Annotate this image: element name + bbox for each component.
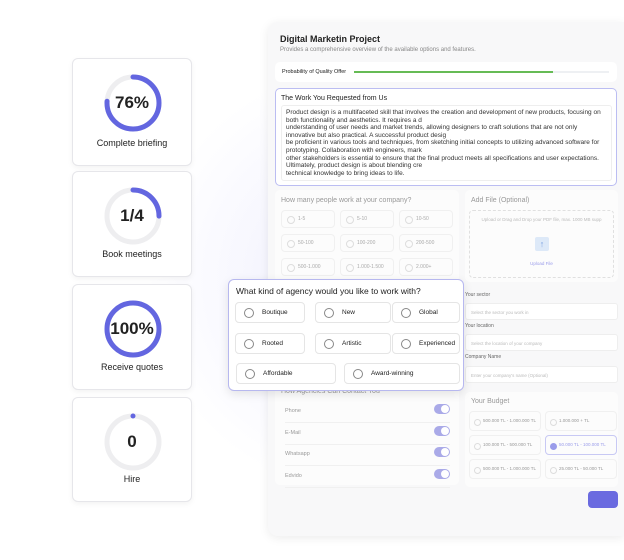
contact-label: E-Mail: [285, 429, 301, 436]
text-line: Product design is a multifaceted skill t…: [286, 109, 601, 124]
agency-option[interactable]: Rooted: [235, 333, 305, 354]
people-option[interactable]: 50-100: [281, 234, 335, 252]
progress-ring: [104, 74, 162, 132]
stat-label: Hire: [123, 474, 141, 484]
stat-value: 76%: [114, 93, 150, 112]
people-option[interactable]: 1.000-1.500: [340, 258, 394, 276]
contact-title: How Agencies Can Contact You: [281, 388, 380, 395]
progress-label: Probability of Quality Offer: [282, 69, 347, 75]
people-section: How many people work at your company? 1-…: [275, 190, 459, 282]
stat-card: 100% Receive quotes: [72, 284, 192, 390]
stat-value: 100%: [110, 319, 154, 338]
location-select[interactable]: Select the location of your company: [465, 334, 618, 351]
upload-file-link[interactable]: Upload File: [530, 261, 553, 266]
company-label: Company Name: [465, 354, 502, 360]
contact-row: Phone: [285, 402, 450, 423]
company-name-input[interactable]: Enter your company's name (Optional): [465, 366, 618, 383]
stat-card: 76% Complete briefing: [72, 58, 192, 166]
stat-card: 1/4 Book meetings: [72, 171, 192, 277]
budget-option-label: 500.000 TL - 1.000.000 TL: [483, 418, 536, 424]
people-option[interactable]: 500-1.000: [281, 258, 335, 276]
work-title: The Work You Requested from Us: [281, 95, 388, 102]
contact-toggle[interactable]: [434, 468, 450, 479]
contact-toggle[interactable]: [434, 404, 450, 414]
people-option[interactable]: 10-50: [399, 210, 453, 228]
stat-card: 0 Hire: [72, 397, 192, 502]
page-title: Digital Marketin Project: [280, 34, 381, 44]
stat-label: Receive quotes: [100, 362, 164, 372]
budget-option[interactable]: 25.000 TL - 50.000 TL: [545, 459, 617, 479]
contact-row: Edvido: [285, 467, 450, 488]
progress-ring-arc: [104, 187, 162, 245]
people-option[interactable]: 5-10: [340, 210, 394, 228]
progress-ring: [104, 187, 162, 245]
file-title: Add File (Optional): [471, 197, 530, 204]
stat-label: Complete briefing: [96, 138, 168, 148]
contact-toggle[interactable]: [434, 447, 450, 457]
file-upload-icon: ↑: [535, 237, 549, 251]
page-subtitle: Provides a comprehensive overview of the…: [280, 47, 476, 53]
sector-select[interactable]: Select the sector you work in: [465, 303, 618, 320]
sector-label: Your sector: [465, 292, 491, 298]
work-description[interactable]: Product design is a multifaceted skill t…: [281, 105, 612, 182]
stat-value: 0: [127, 432, 137, 451]
submit-button[interactable]: [588, 491, 618, 508]
contact-label: Whatsapp: [285, 451, 310, 457]
stat-label: Book meetings: [102, 249, 162, 259]
people-option[interactable]: 100-200: [340, 234, 394, 252]
work-request-box: The Work You Requested from Us Product d…: [275, 88, 617, 186]
dropzone[interactable]: Upload or Drag and Drop your PDF file, m…: [469, 210, 614, 278]
progress-ring: [104, 413, 162, 471]
location-label: Your location: [465, 323, 494, 329]
budget-option[interactable]: 500.000 TL - 1.000.000 TL: [469, 459, 541, 479]
budget-option-label: 50.000 TL - 100.000 TL: [559, 442, 606, 448]
budget-option[interactable]: 1.000.000 + TL: [545, 411, 617, 431]
budget-option[interactable]: 500.000 TL - 1.000.000 TL: [469, 411, 541, 431]
contact-toggle[interactable]: [434, 425, 450, 436]
progress-ring-arc: [104, 300, 162, 358]
file-section: Add File (Optional) Upload or Drag and D…: [465, 190, 618, 282]
text-line: be proficient in various tools and techn…: [286, 139, 600, 154]
agency-option[interactable]: Affordable: [236, 363, 336, 384]
budget-title: Your Budget: [471, 398, 510, 405]
progress-ring-arc: [104, 74, 162, 132]
budget-option-label: 25.000 TL - 50.000 TL: [559, 466, 604, 472]
budget-section: Your Budget 500.000 TL - 1.000.000 TL 1.0…: [465, 392, 618, 487]
budget-option-label: 100.000 TL - 500.000 TL: [483, 442, 533, 448]
people-option[interactable]: 200-500: [399, 234, 453, 252]
contact-row: E-Mail: [285, 424, 450, 445]
budget-option-label: 1.000.000 + TL: [559, 418, 590, 424]
progress-ring-arc: [104, 413, 162, 471]
progress-fill: [354, 71, 553, 73]
agency-type-popup: What kind of agency would you like to wo…: [228, 279, 464, 391]
budget-option[interactable]: 50.000 TL - 100.000 TL: [545, 435, 617, 455]
budget-option-label: 500.000 TL - 1.000.000 TL: [483, 466, 536, 472]
text-line: technical knowledge to bring ideas to li…: [286, 169, 405, 177]
agency-option[interactable]: Global: [392, 302, 460, 323]
contact-label: Phone: [285, 408, 301, 414]
agency-option[interactable]: Award-winning: [344, 363, 460, 384]
contact-row: Whatsapp: [285, 445, 450, 466]
agency-option[interactable]: Experienced: [392, 333, 460, 354]
text-line: other stakeholders is essential to ensur…: [286, 154, 599, 170]
progress-ring: [104, 300, 162, 358]
agency-question: What kind of agency would you like to wo…: [236, 286, 421, 296]
quality-progress: Probability of Quality Offer: [275, 62, 617, 82]
people-option[interactable]: 1-5: [281, 210, 335, 228]
file-hint: Upload or Drag and Drop your PDF file, m…: [481, 217, 602, 222]
contact-section: How Agencies Can Contact You Phone E-Mail…: [275, 382, 459, 488]
people-title: How many people work at your company?: [281, 197, 412, 204]
agency-option[interactable]: Artistic: [315, 333, 391, 354]
people-option[interactable]: 2.000+: [399, 258, 453, 276]
agency-option[interactable]: Boutique: [235, 302, 305, 323]
budget-option[interactable]: 100.000 TL - 500.000 TL: [469, 435, 541, 455]
agency-option[interactable]: New: [315, 302, 391, 323]
text-line: understanding of user needs and market t…: [286, 124, 578, 139]
progress-track: [354, 71, 609, 73]
contact-label: Edvido: [285, 472, 302, 479]
stat-value: 1/4: [120, 206, 144, 225]
